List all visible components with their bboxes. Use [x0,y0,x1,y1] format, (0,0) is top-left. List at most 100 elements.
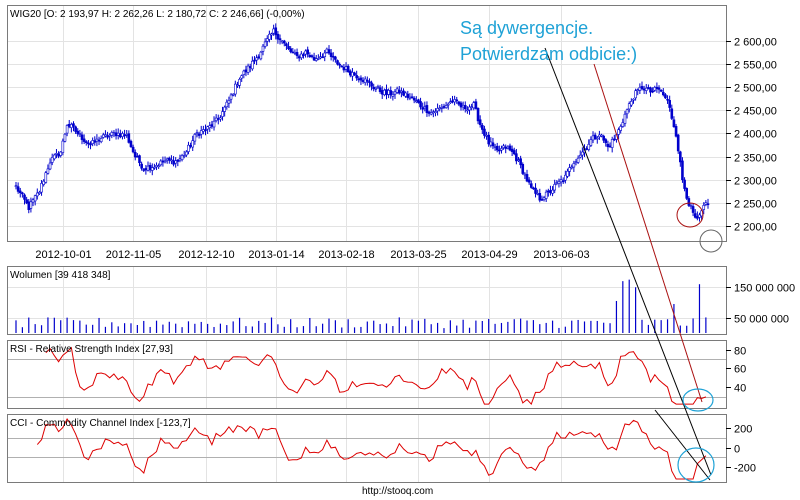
candle-body [27,201,31,210]
candle-body [549,190,552,194]
candle-body [306,49,310,55]
candle-body [280,40,284,43]
candle-body [140,163,143,169]
rsi-line [45,346,707,406]
candle-body [229,94,233,100]
price-y-tick-label: 2 600,00 [734,37,777,49]
candle-body [436,108,439,112]
candle-body [110,132,114,136]
candle-body [348,70,352,76]
candle-body [474,101,478,109]
candle-body [457,101,461,105]
candle-body [131,146,135,153]
candle-body [248,66,252,69]
cci-y-tick-label: -200 [734,463,756,475]
date-x-tick-label: 2012-10-01 [35,249,91,261]
candle-body [206,126,209,130]
candle-body [578,154,582,158]
footer-source: http://stooq.com [362,486,433,497]
candle-body [48,162,52,170]
candle-body [642,88,646,91]
candle-body [178,158,182,161]
candle-body [374,87,378,90]
candle-body [144,168,148,171]
candle-body [489,141,493,146]
candle-body [502,145,505,148]
candle-body [453,99,456,103]
candle-body [544,191,548,199]
candle-body [638,87,642,91]
candle-body [255,57,258,61]
candle-body [606,143,610,148]
candle-body [370,82,373,87]
candle-body [468,106,471,111]
candle-body [238,79,241,86]
candle-body [434,111,437,114]
candle-body [619,126,623,131]
candle-body [598,134,601,138]
candle-body [261,45,265,52]
candle-body [451,100,454,103]
candle-body [323,52,327,58]
candle-body [50,157,54,163]
price-y-tick-label: 2 300,00 [734,176,777,188]
candle-body [33,195,37,202]
candle-body [414,100,418,103]
candle-body [527,179,531,183]
candle-body [521,164,525,174]
candle-body [321,56,324,59]
candle-body [214,117,218,121]
candle-body [159,160,163,166]
candle-body [472,102,476,109]
candle-body [231,93,235,96]
cci-y-tick-label: 200 [734,424,752,436]
candle-body [515,153,518,162]
candle-body [116,132,120,136]
candle-body [476,107,480,122]
rsi-panel-title: RSI - Relative Strength Index [27,93] [10,344,173,355]
candle-body [651,90,654,93]
candle-body [440,107,444,109]
candle-body [449,101,452,104]
candle-body [683,179,686,189]
candle-body [76,130,80,135]
candle-body [29,201,33,209]
candle-body [649,87,652,93]
candle-body [380,90,384,95]
candle-body [387,90,390,95]
candle-body [391,94,395,97]
candle-body [553,184,556,191]
candle-body [372,86,376,90]
candle-body [251,60,254,70]
candle-body [666,98,669,101]
candle-body [302,54,305,56]
candle-body [687,198,691,206]
candle-body [35,192,39,197]
candle-body [640,86,644,89]
candle-body [99,138,103,143]
candle-body [138,155,141,164]
candle-body [664,94,667,99]
candle-body [538,192,542,201]
candle-body [613,138,616,141]
candle-body [595,137,599,140]
candle-body [282,40,286,44]
candle-body [676,134,680,152]
candle-body [361,80,365,82]
candle-body [551,189,554,194]
candle-body [74,126,77,132]
candle-body [308,55,312,58]
candle-body [625,109,629,115]
price-y-tick-label: 2 200,00 [734,222,777,234]
candle-body [491,142,495,147]
candle-body [353,72,356,76]
candle-body [351,72,354,77]
candle-body [659,89,663,92]
price-low-circle-gray [699,229,723,253]
candle-body [493,146,497,148]
candle-body [593,134,597,140]
candle-body [300,53,303,59]
candle-body [82,138,86,142]
candle-body [121,133,124,137]
candle-body [106,135,109,138]
